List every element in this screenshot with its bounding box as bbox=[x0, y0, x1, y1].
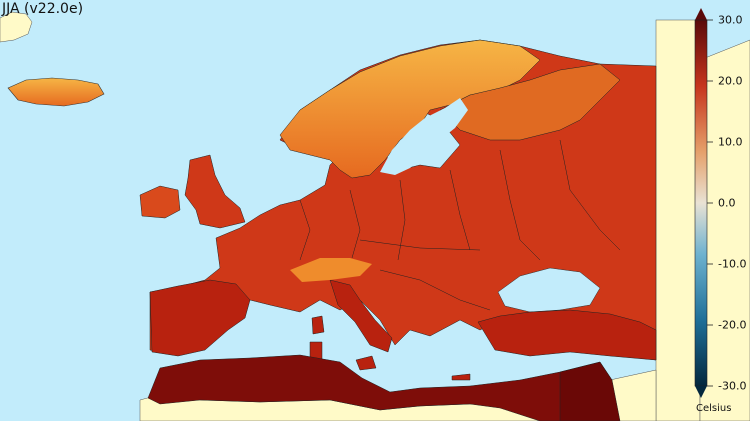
colorbar-gradient bbox=[694, 19, 708, 387]
finland-karelia bbox=[439, 63, 621, 141]
baltic-sea bbox=[380, 98, 468, 175]
med-islands bbox=[309, 315, 471, 381]
colorbar-max-arrow bbox=[695, 8, 707, 20]
colorbar-tick-label: -30.0 bbox=[718, 379, 747, 393]
iberia bbox=[149, 279, 251, 357]
great-britain bbox=[184, 154, 246, 229]
colorbar-tick-label: 10.0 bbox=[718, 135, 743, 149]
colorbar-tick-label: 0.0 bbox=[718, 196, 736, 210]
anatolia bbox=[477, 309, 657, 361]
colorbar bbox=[694, 8, 713, 398]
colorbar-min-arrow bbox=[695, 386, 707, 398]
colorbar-tick-label: -10.0 bbox=[718, 257, 747, 271]
levant bbox=[559, 361, 621, 421]
ireland bbox=[139, 185, 181, 219]
colorbar-tick-label: 30.0 bbox=[718, 13, 743, 27]
colorbar-unit: Celsius bbox=[696, 403, 732, 414]
country-borders bbox=[299, 139, 621, 311]
iceland bbox=[7, 77, 105, 107]
map-title: JJA (v22.0e) bbox=[2, 1, 84, 17]
black-sea bbox=[497, 267, 601, 313]
colorbar-tick-label: 20.0 bbox=[718, 74, 743, 88]
italy bbox=[329, 279, 393, 353]
no-data-land bbox=[0, 11, 750, 421]
colorbar-tick-label: -20.0 bbox=[718, 318, 747, 332]
alps bbox=[290, 258, 372, 282]
